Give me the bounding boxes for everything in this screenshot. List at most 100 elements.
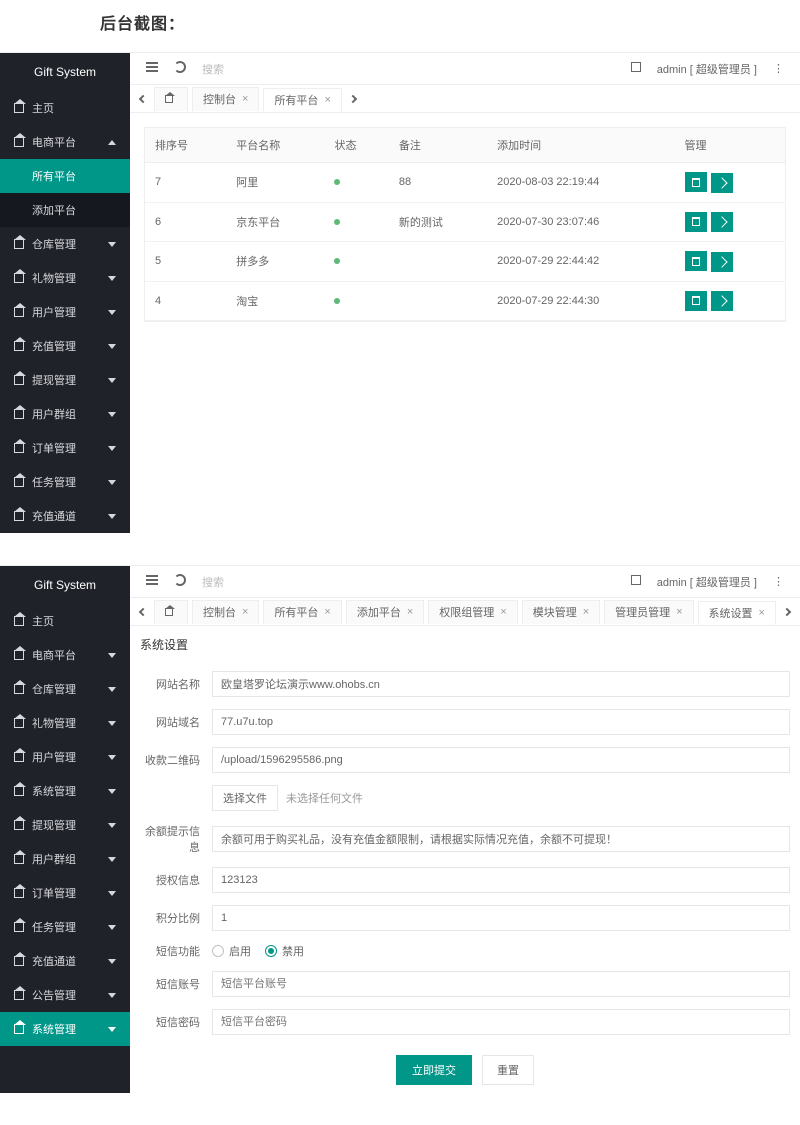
refresh-button[interactable]: [166, 61, 194, 76]
input-domain[interactable]: [212, 709, 790, 735]
sidebar-item-order[interactable]: 订单管理: [0, 431, 130, 465]
chevron-down-icon: [108, 412, 116, 417]
tab-label: 管理员管理: [615, 604, 670, 620]
close-icon[interactable]: ×: [583, 606, 589, 618]
delete-button[interactable]: [685, 212, 707, 232]
tabs-next-button[interactable]: [778, 606, 796, 618]
tab-home[interactable]: [154, 600, 188, 624]
sidebar-item-withdraw[interactable]: 提现管理: [0, 363, 130, 397]
radio-enable[interactable]: 启用: [212, 943, 251, 959]
tab-home[interactable]: [154, 87, 188, 111]
sidebar-item-task[interactable]: 任务管理: [0, 910, 130, 944]
sidebar-item-user[interactable]: 用户管理: [0, 740, 130, 774]
sidebar-item-task[interactable]: 任务管理: [0, 465, 130, 499]
more-button[interactable]: ⋮: [765, 575, 792, 588]
delete-button[interactable]: [685, 291, 707, 311]
input-tip[interactable]: [212, 826, 790, 852]
home-icon: [14, 307, 24, 317]
sidebar-item-order[interactable]: 订单管理: [0, 876, 130, 910]
reset-button[interactable]: 重置: [482, 1055, 534, 1085]
tab-system-setting[interactable]: 系统设置×: [698, 601, 776, 625]
tab-permission[interactable]: 权限组管理×: [428, 600, 517, 624]
sidebar-item-usergroup[interactable]: 用户群组: [0, 842, 130, 876]
fullscreen-button[interactable]: [623, 62, 649, 75]
edit-button[interactable]: [711, 291, 733, 311]
search-label[interactable]: 搜索: [194, 574, 232, 590]
tabbar: 控制台× 所有平台× 添加平台× 权限组管理× 模块管理× 管理员管理 × 系统设…: [130, 598, 800, 626]
close-icon[interactable]: ×: [242, 93, 248, 105]
edit-button[interactable]: [711, 173, 733, 193]
input-ratio[interactable]: [212, 905, 790, 931]
sidebar-item-paychannel[interactable]: 充值通道: [0, 499, 130, 533]
fullscreen-button[interactable]: [623, 575, 649, 588]
input-auth[interactable]: [212, 867, 790, 893]
sidebar-item-label: 系统管理: [32, 783, 76, 799]
sidebar-item-user[interactable]: 用户管理: [0, 295, 130, 329]
tab-admin[interactable]: 管理员管理 ×: [604, 600, 693, 624]
tab-all-platforms[interactable]: 所有平台×: [263, 600, 341, 624]
home-icon: [14, 854, 24, 864]
radio-disable[interactable]: 禁用: [265, 943, 304, 959]
sidebar-item-home[interactable]: 主页: [0, 91, 130, 125]
sidebar-item-recharge[interactable]: 充值管理: [0, 329, 130, 363]
close-icon[interactable]: ×: [324, 606, 330, 618]
chevron-up-icon: [108, 140, 116, 145]
submit-button[interactable]: 立即提交: [396, 1055, 472, 1085]
menu-toggle-button[interactable]: [138, 575, 166, 588]
user-menu[interactable]: admin [ 超级管理员 ]: [649, 61, 765, 77]
sidebar-item-usergroup[interactable]: 用户群组: [0, 397, 130, 431]
tabs-prev-button[interactable]: [134, 606, 152, 618]
sidebar-item-notice[interactable]: 公告管理: [0, 978, 130, 1012]
sidebar-item-label: 礼物管理: [32, 270, 76, 286]
sidebar-item-gift[interactable]: 礼物管理: [0, 706, 130, 740]
close-icon[interactable]: ×: [676, 606, 682, 618]
input-sms-pass[interactable]: [212, 1009, 790, 1035]
tab-console[interactable]: 控制台×: [192, 600, 259, 624]
sidebar-item-warehouse[interactable]: 仓库管理: [0, 227, 130, 261]
tabs-prev-button[interactable]: [134, 93, 152, 105]
input-sms-user[interactable]: [212, 971, 790, 997]
tab-all-platforms[interactable]: 所有平台×: [263, 88, 341, 112]
chevron-down-icon: [108, 993, 116, 998]
refresh-button[interactable]: [166, 574, 194, 589]
sidebar-item-ecommerce[interactable]: 电商平台: [0, 638, 130, 672]
row-sms-feature: 短信功能 启用 禁用: [140, 937, 790, 965]
delete-button[interactable]: [685, 172, 707, 192]
tab-console[interactable]: 控制台 ×: [192, 87, 259, 111]
user-menu[interactable]: admin [ 超级管理员 ]: [649, 574, 765, 590]
delete-button[interactable]: [685, 251, 707, 271]
sidebar-item-warehouse[interactable]: 仓库管理: [0, 672, 130, 706]
tabs-next-button[interactable]: [344, 93, 362, 105]
sidebar-item-ecommerce[interactable]: 电商平台: [0, 125, 130, 159]
input-sitename[interactable]: [212, 671, 790, 697]
sidebar-item-label: 主页: [32, 100, 54, 116]
close-icon[interactable]: ×: [324, 94, 330, 106]
tab-label: 控制台: [203, 91, 236, 107]
pencil-icon: [716, 295, 727, 306]
file-select-button[interactable]: 选择文件: [212, 785, 278, 811]
sidebar-item-gift[interactable]: 礼物管理: [0, 261, 130, 295]
sidebar-item-home[interactable]: 主页: [0, 604, 130, 638]
input-qrcode[interactable]: [212, 747, 790, 773]
chevron-down-icon: [108, 653, 116, 658]
close-icon[interactable]: ×: [242, 606, 248, 618]
more-button[interactable]: ⋮: [765, 62, 792, 75]
tab-module[interactable]: 模块管理×: [522, 600, 600, 624]
search-label[interactable]: 搜索: [194, 61, 232, 77]
sidebar-item-label: 充值通道: [32, 953, 76, 969]
sidebar-subitem-add-platform[interactable]: 添加平台: [0, 193, 130, 227]
sidebar-item-paychannel[interactable]: 充值通道: [0, 944, 130, 978]
close-icon[interactable]: ×: [407, 606, 413, 618]
menu-toggle-button[interactable]: [138, 62, 166, 75]
sidebar-item-system[interactable]: 系统管理: [0, 774, 130, 808]
close-icon[interactable]: ×: [759, 607, 765, 619]
sidebar-item-system-active[interactable]: 系统管理: [0, 1012, 130, 1046]
tab-add-platform[interactable]: 添加平台×: [346, 600, 424, 624]
cell-time: 2020-07-29 22:44:30: [487, 281, 674, 321]
sidebar-item-withdraw[interactable]: 提现管理: [0, 808, 130, 842]
close-icon[interactable]: ×: [500, 606, 506, 618]
sidebar-item-label: 提现管理: [32, 372, 76, 388]
edit-button[interactable]: [711, 212, 733, 232]
sidebar-subitem-all-platforms[interactable]: 所有平台: [0, 159, 130, 193]
edit-button[interactable]: [711, 252, 733, 272]
